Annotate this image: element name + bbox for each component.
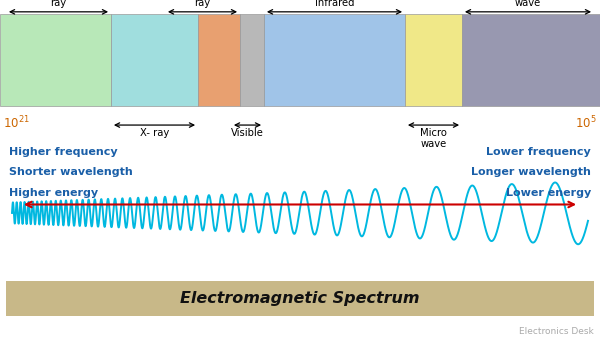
Text: Electromagnetic Spectrum: Electromagnetic Spectrum bbox=[180, 291, 420, 306]
Bar bbox=[6, 281, 594, 316]
Text: Lower frequency: Lower frequency bbox=[486, 147, 591, 157]
Bar bbox=[198, 14, 240, 106]
Text: Longer wavelength: Longer wavelength bbox=[471, 167, 591, 177]
Bar bbox=[462, 14, 600, 106]
Text: Radio
wave: Radio wave bbox=[514, 0, 542, 8]
Text: $10^{21}$: $10^{21}$ bbox=[3, 115, 30, 131]
Text: Gamma
ray: Gamma ray bbox=[39, 0, 78, 8]
Text: Lower energy: Lower energy bbox=[506, 188, 591, 198]
Text: Higher energy: Higher energy bbox=[9, 188, 98, 198]
Text: Shorter wavelength: Shorter wavelength bbox=[9, 167, 133, 177]
Bar bbox=[264, 14, 405, 106]
Text: Electronics Desk: Electronics Desk bbox=[519, 327, 594, 336]
Bar bbox=[0, 14, 111, 106]
Text: Micro
wave: Micro wave bbox=[420, 128, 447, 149]
Text: $10^{5}$: $10^{5}$ bbox=[575, 115, 597, 131]
Bar bbox=[111, 14, 198, 106]
Text: UV
ray: UV ray bbox=[194, 0, 211, 8]
Text: Higher frequency: Higher frequency bbox=[9, 147, 118, 157]
Bar bbox=[240, 14, 264, 106]
Text: Visible: Visible bbox=[231, 128, 264, 139]
Bar bbox=[405, 14, 462, 106]
Text: Infrared: Infrared bbox=[315, 0, 354, 8]
Text: X- ray: X- ray bbox=[140, 128, 169, 139]
